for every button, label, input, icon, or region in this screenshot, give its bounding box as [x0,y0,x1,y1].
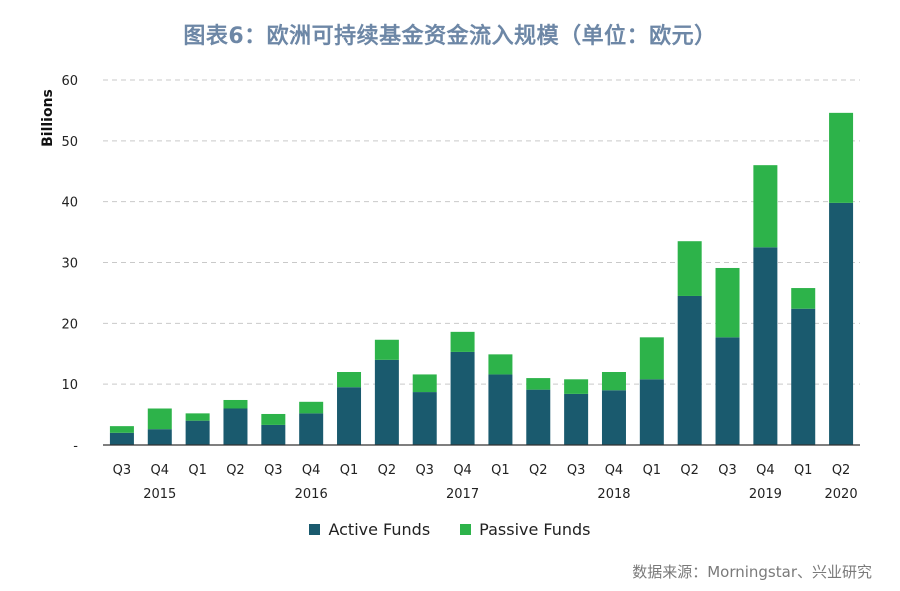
x-tick-label: Q4 [302,463,321,478]
bar-passive [374,339,399,360]
bar-active [829,202,854,445]
y-tick-label: 40 [61,196,78,211]
bar-active [412,392,437,445]
bar-passive [753,165,778,248]
bar-active [185,420,210,445]
bar-active [374,359,399,445]
bar-passive [261,413,286,425]
y-tick-label: 60 [61,74,78,89]
x-tick-label: Q4 [756,463,775,478]
bar-passive [337,372,362,388]
x-year-label: 2020 [825,487,858,502]
bar-passive [488,354,513,375]
legend-label-active: Active Funds [328,520,431,539]
bar-passive [526,378,551,390]
bar-passive [450,331,475,352]
bar-active [147,429,172,445]
gridlines [103,79,860,385]
bar-active [791,308,816,445]
source-note: 数据来源：Morningstar、兴业研究 [632,563,872,581]
bar-active [526,389,551,445]
x-tick-label: Q1 [643,463,662,478]
bar-passive [601,372,626,391]
axes: - 10 20 30 40 50 60 Q3 Q4 Q1 Q2 Q3 Q4 Q1 Q2 Q3 Q4 Q1 Q2 Q3 Q… [61,74,860,502]
bar-active [261,424,286,445]
x-tick-label: Q1 [188,463,207,478]
x-year-label: 2019 [749,487,782,502]
bar-active [564,393,589,445]
bar-passive [829,112,854,203]
x-year-label: 2017 [446,487,479,502]
x-tick-label: Q4 [605,463,624,478]
bar-passive [564,379,589,394]
bar-passive [185,413,210,421]
x-tick-label: Q3 [264,463,283,478]
x-tick-label: Q2 [226,463,245,478]
x-year-label: 2015 [143,487,176,502]
legend-label-passive: Passive Funds [479,520,591,539]
y-tick-label: 30 [61,257,78,272]
x-tick-label: Q2 [529,463,548,478]
bar-passive [677,241,702,296]
x-tick-label: Q4 [151,463,170,478]
x-tick-label: Q3 [567,463,586,478]
x-year-label: 2018 [597,487,630,502]
y-axis-label: Billions [40,89,56,147]
x-year-label: 2016 [295,487,328,502]
bar-active [299,413,324,445]
bar-passive [223,399,248,409]
bar-passive [299,401,324,414]
bar-active [450,351,475,445]
bar-active [677,295,702,445]
x-tick-label: Q4 [453,463,472,478]
y-tick-label: 20 [61,317,78,332]
bar-passive [639,337,664,380]
bar-passive [412,374,437,393]
legend-swatch-active [309,524,321,535]
legend: Active Funds Passive Funds [0,520,900,539]
x-tick-label: Q2 [378,463,397,478]
bar-passive [791,288,816,309]
bar-active [639,379,664,445]
bar-active [601,390,626,445]
bar-stacks [109,112,854,445]
y-tick-label: 10 [61,378,78,393]
bar-passive [147,408,172,430]
bar-active [488,374,513,445]
x-tick-label: Q1 [340,463,359,478]
chart-title: 图表6：欧洲可持续基金资金流入规模（单位：欧元） [183,24,717,49]
bar-active [753,247,778,445]
x-tick-label: Q1 [491,463,510,478]
x-tick-label: Q3 [718,463,737,478]
x-tick-label: Q2 [680,463,699,478]
bar-passive [109,426,134,433]
legend-item-active: Active Funds [309,520,430,539]
bar-passive [715,267,740,338]
legend-swatch-passive [460,524,472,535]
x-tick-label: Q3 [415,463,434,478]
bar-active [337,387,362,445]
x-tick-label: Q1 [794,463,813,478]
legend-item-passive: Passive Funds [460,520,591,539]
x-tick-label: Q2 [832,463,851,478]
bar-active [223,408,248,445]
bar-active [715,337,740,445]
x-tick-label: Q3 [113,463,132,478]
bar-active [109,432,134,445]
y-tick-label: 50 [61,135,78,150]
y-tick-label: - [73,439,78,454]
